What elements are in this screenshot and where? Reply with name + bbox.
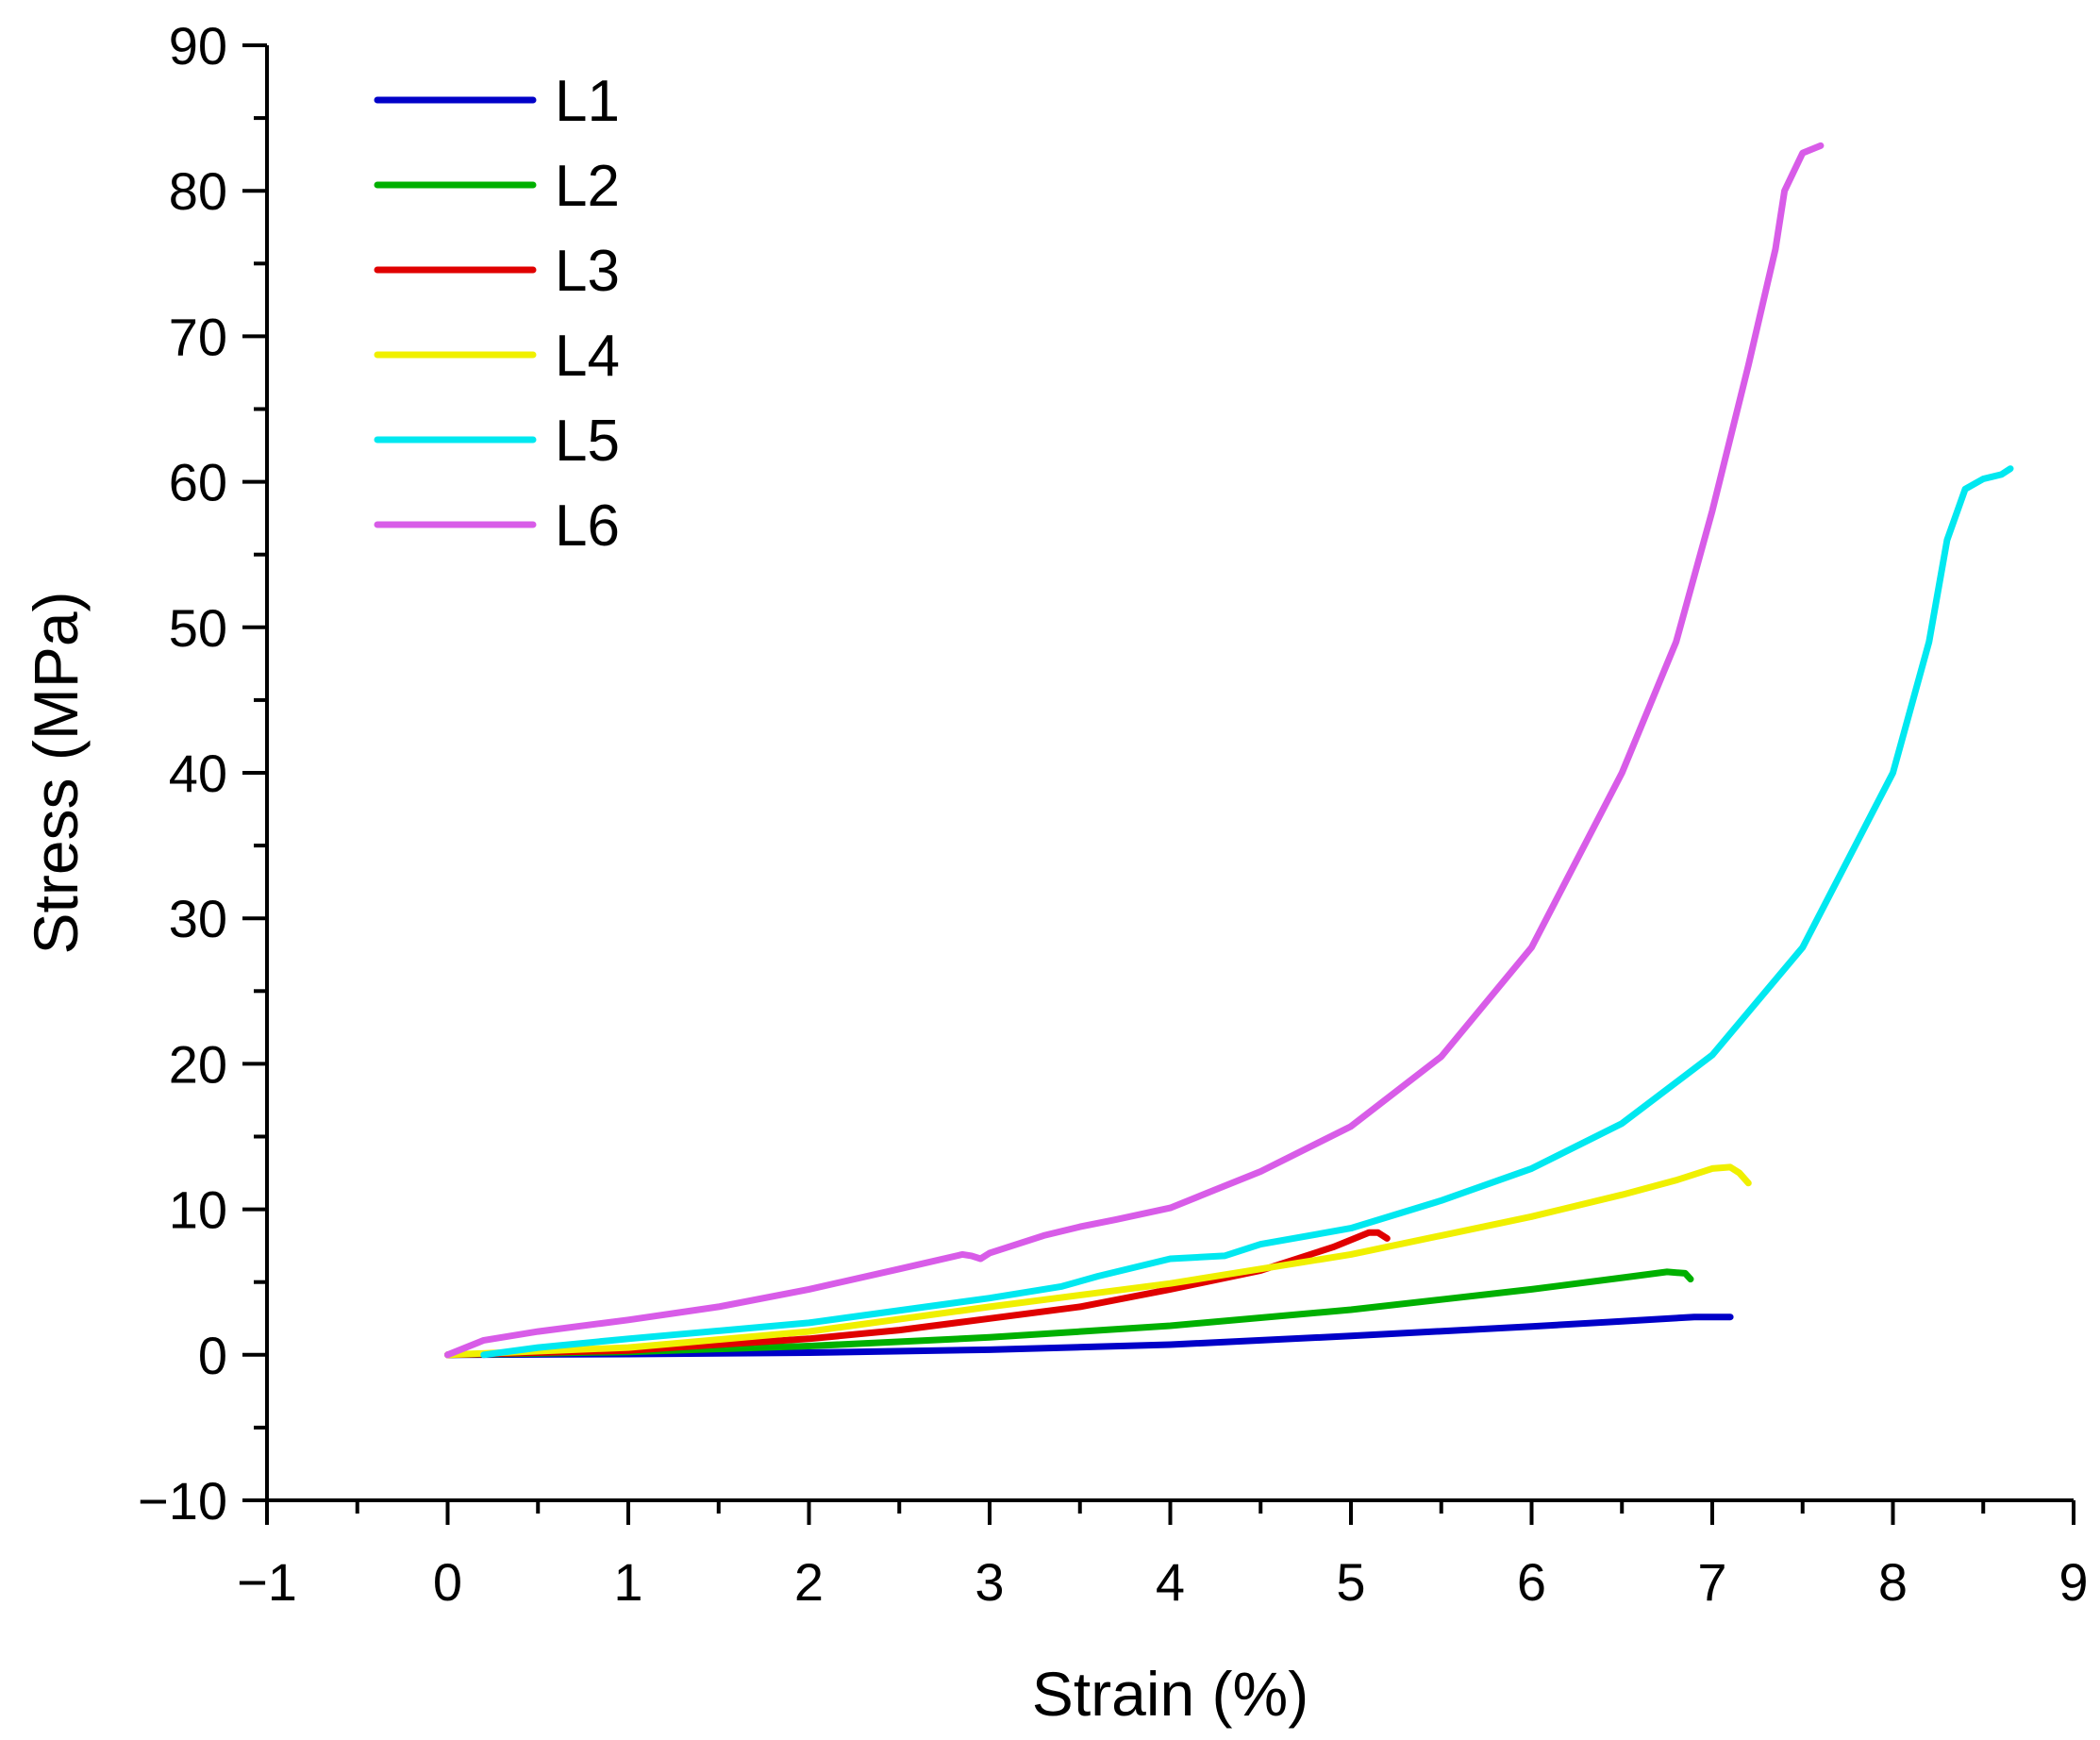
legend-label-l4: L4 xyxy=(555,324,620,389)
y-tick-label: 70 xyxy=(169,307,227,366)
legend-label-l3: L3 xyxy=(555,239,620,304)
x-tick-label: 7 xyxy=(1697,1552,1726,1612)
y-tick-label: 50 xyxy=(169,598,227,658)
series-line-l3 xyxy=(444,1229,1391,1359)
y-tick-label: 90 xyxy=(169,16,227,75)
x-axis-title: Strain (%) xyxy=(1032,1659,1308,1729)
y-tick-label: 20 xyxy=(169,1034,227,1094)
y-tick-label: 10 xyxy=(169,1180,227,1240)
series-group xyxy=(444,142,2014,1359)
legend-label-l1: L1 xyxy=(555,69,620,134)
y-tick-label: 0 xyxy=(198,1326,227,1385)
legend-label-l5: L5 xyxy=(555,409,620,474)
x-tick-label: 4 xyxy=(1156,1552,1185,1612)
x-tick-label: 9 xyxy=(2058,1552,2088,1612)
ticks xyxy=(242,43,2075,1525)
x-tick-label: 0 xyxy=(433,1552,462,1612)
y-tick-label: 80 xyxy=(169,161,227,221)
x-tick-label: 1 xyxy=(613,1552,642,1612)
series-line-l2 xyxy=(444,1268,1694,1359)
series-line-l4 xyxy=(444,1163,1752,1359)
series-line-l5 xyxy=(480,465,2014,1359)
x-tick-label: 6 xyxy=(1517,1552,1546,1612)
series-line-l6 xyxy=(444,142,1825,1359)
y-tick-label: 40 xyxy=(169,744,227,803)
legend-label-l2: L2 xyxy=(555,154,620,219)
y-axis-title: Stress (MPa) xyxy=(21,591,91,954)
y-tick-label: 60 xyxy=(169,453,227,512)
x-tick-label: 8 xyxy=(1878,1552,1908,1612)
legend-label-l6: L6 xyxy=(555,494,620,559)
x-tick-label: −1 xyxy=(237,1552,297,1612)
y-tick-label: 30 xyxy=(169,889,227,948)
x-tick-label: 2 xyxy=(794,1552,824,1612)
legend: L1 L2 L3 L4 L5 L6 xyxy=(374,69,620,559)
y-tick-label: −10 xyxy=(138,1471,227,1531)
x-tick-label: 5 xyxy=(1336,1552,1365,1612)
series-line-l1 xyxy=(444,1313,1734,1359)
x-tick-label: 3 xyxy=(975,1552,1004,1612)
